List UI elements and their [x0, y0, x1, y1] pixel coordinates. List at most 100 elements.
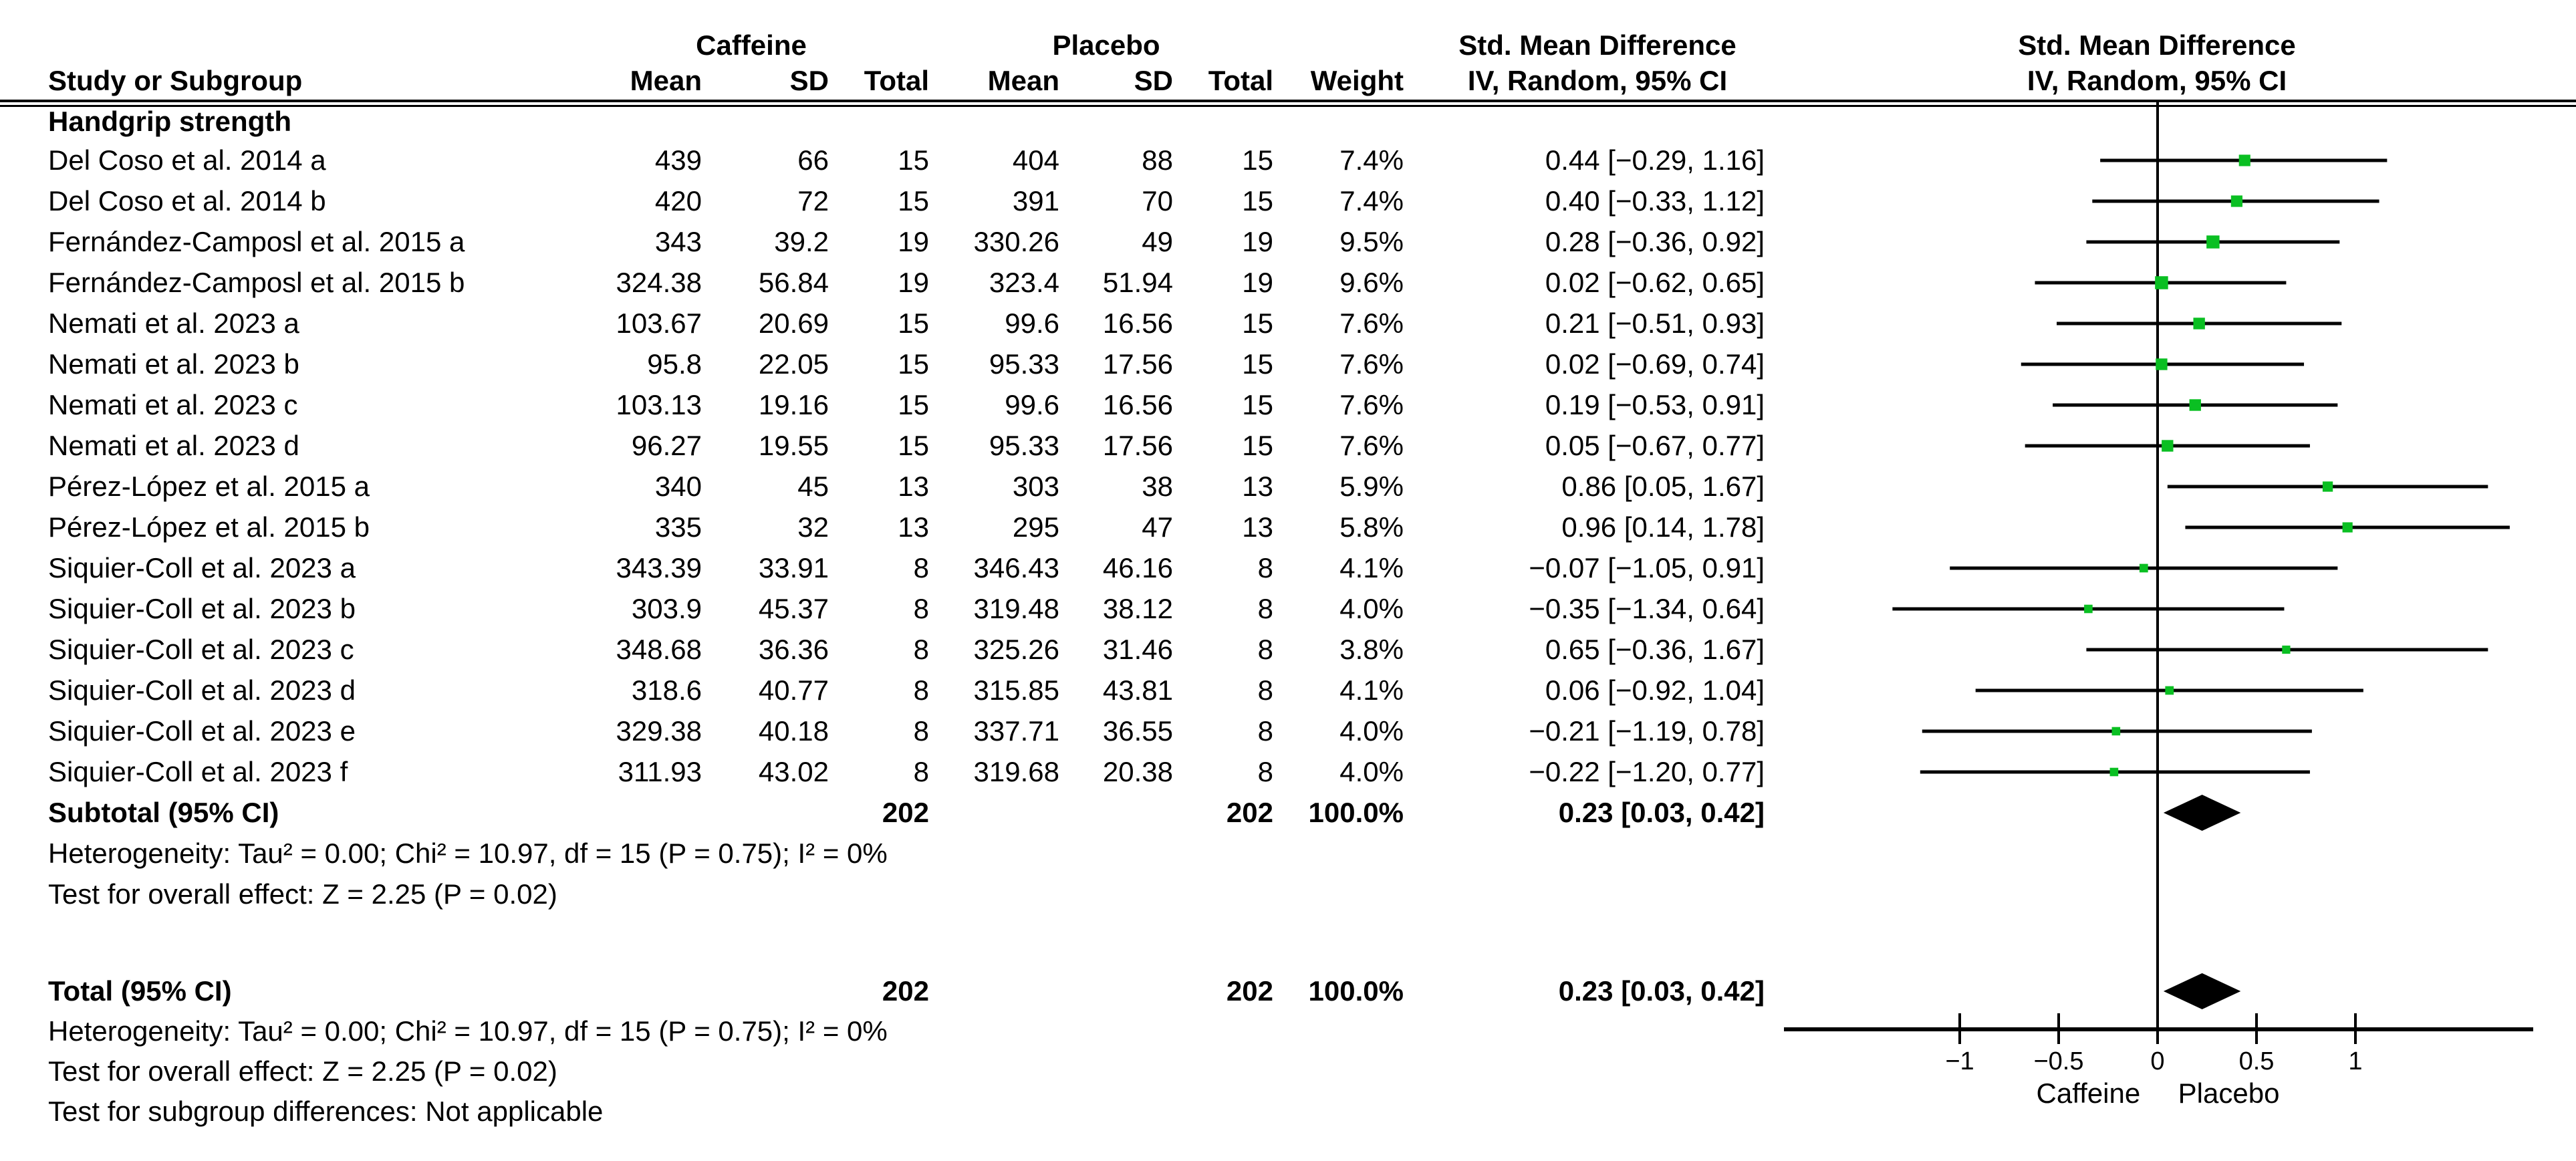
subgroup-heading: Handgrip strength [48, 106, 291, 137]
cell-weight: 9.6% [1339, 267, 1404, 298]
cell-c_mean: 95.8 [647, 348, 702, 380]
study-name: Pérez-López et al. 2015 a [48, 471, 370, 502]
cell-c_n: 15 [898, 389, 929, 420]
cell-c_n: 8 [913, 715, 929, 747]
effect-square [2193, 317, 2205, 330]
cell-c_mean: 343 [654, 226, 702, 257]
cell-weight: 7.6% [1339, 307, 1404, 339]
cell-p_n: 15 [1242, 185, 1273, 217]
cell-ci_text: −0.22 [−1.20, 0.77] [1529, 756, 1765, 787]
effect-square [2282, 645, 2291, 654]
study-name: Nemati et al. 2023 d [48, 430, 299, 461]
cell-c_n: 8 [913, 674, 929, 706]
effect-square [2342, 522, 2353, 533]
subtotal-ci: 0.23 [0.03, 0.42] [1558, 797, 1765, 828]
cell-ci_text: −0.07 [−1.05, 0.91] [1529, 552, 1765, 584]
placebo-sd-header: SD [1134, 65, 1173, 96]
study-name: Fernández-Camposl et al. 2015 a [48, 226, 465, 257]
cell-c_sd: 45.37 [758, 593, 829, 624]
cell-c_sd: 32 [797, 511, 829, 543]
cell-p_n: 19 [1242, 267, 1273, 298]
cell-p_sd: 43.81 [1102, 674, 1173, 706]
study-column-header: Study or Subgroup [48, 65, 303, 96]
cell-p_mean: 337.71 [973, 715, 1059, 747]
effect-square [2162, 440, 2174, 452]
cell-p_sd: 38 [1142, 471, 1173, 502]
cell-c_sd: 45 [797, 471, 829, 502]
cell-weight: 7.6% [1339, 348, 1404, 380]
cell-p_sd: 51.94 [1102, 267, 1173, 298]
cell-c_mean: 103.13 [616, 389, 702, 420]
total-weight: 100.0% [1308, 975, 1404, 1007]
cell-c_mean: 103.67 [616, 307, 702, 339]
cell-p_n: 8 [1257, 552, 1273, 584]
cell-c_n: 8 [913, 552, 929, 584]
cell-p_mean: 325.26 [973, 634, 1059, 665]
effect-square [2084, 604, 2093, 614]
cell-c_n: 8 [913, 634, 929, 665]
study-name: Siquier-Coll et al. 2023 a [48, 552, 356, 584]
cell-c_n: 8 [913, 593, 929, 624]
axis-tick-label: 0.5 [2239, 1047, 2275, 1075]
study-row: Fernández-Camposl et al. 2015 b 324.38 56.… [0, 262, 1765, 303]
cell-p_sd: 38.12 [1102, 593, 1173, 624]
cell-p_mean: 99.6 [1005, 307, 1059, 339]
cell-weight: 4.1% [1339, 674, 1404, 706]
cell-p_mean: 319.48 [973, 593, 1059, 624]
axis-tick-label: 0 [2150, 1047, 2164, 1075]
cell-p_n: 19 [1242, 226, 1273, 257]
subtotal-placebo-total: 202 [1226, 797, 1273, 828]
cell-p_n: 8 [1257, 756, 1273, 787]
placebo-mean-header: Mean [987, 65, 1059, 96]
study-name: Del Coso et al. 2014 a [48, 144, 326, 176]
cell-p_sd: 20.38 [1102, 756, 1173, 787]
total-heterogeneity-line: Heterogeneity: Tau² = 0.00; Chi² = 10.97… [48, 1015, 888, 1047]
cell-weight: 4.0% [1339, 593, 1404, 624]
caffeine-group-header: Caffeine [696, 29, 807, 61]
study-name: Fernández-Camposl et al. 2015 b [48, 267, 465, 298]
cell-c_n: 13 [898, 511, 929, 543]
cell-c_mean: 420 [654, 185, 702, 217]
cell-c_n: 15 [898, 307, 929, 339]
effect-column-header: Std. Mean Difference [1458, 29, 1736, 61]
cell-c_sd: 72 [797, 185, 829, 217]
cell-c_mean: 439 [654, 144, 702, 176]
cell-ci_text: 0.28 [−0.36, 0.92] [1545, 226, 1765, 257]
cell-p_sd: 17.56 [1102, 348, 1173, 380]
study-row: Siquier-Coll et al. 2023 a 343.39 33.91 8 34… [0, 547, 1765, 589]
placebo-total-header: Total [1208, 65, 1273, 96]
subgroup-heterogeneity-line: Heterogeneity: Tau² = 0.00; Chi² = 10.97… [48, 837, 888, 869]
effect-square [2111, 727, 2121, 736]
total-placebo-total: 202 [1226, 975, 1273, 1007]
subtotal-label: Subtotal (95% CI) [48, 797, 279, 828]
cell-c_sd: 39.2 [774, 226, 829, 257]
cell-ci_text: 0.96 [0.14, 1.78] [1561, 511, 1765, 543]
weight-column-header: Weight [1310, 65, 1404, 96]
total-diamond [2163, 973, 2241, 1009]
caffeine-mean-header: Mean [630, 65, 702, 96]
effect-square [2139, 563, 2148, 573]
effect-square [2156, 358, 2168, 370]
method-column-header: IV, Random, 95% CI [1467, 65, 1728, 96]
cell-weight: 5.9% [1339, 471, 1404, 502]
total-label: Total (95% CI) [48, 975, 232, 1007]
study-name: Siquier-Coll et al. 2023 b [48, 593, 356, 624]
study-row: Nemati et al. 2023 d 96.27 19.55 15 95.33 17.… [0, 425, 1765, 467]
plot-method-header: IV, Random, 95% CI [2027, 65, 2287, 96]
subtotal-diamond [2163, 795, 2241, 831]
cell-c_sd: 56.84 [758, 267, 829, 298]
cell-p_n: 8 [1257, 674, 1273, 706]
cell-c_sd: 36.36 [758, 634, 829, 665]
cell-c_mean: 329.38 [616, 715, 702, 747]
cell-c_mean: 324.38 [616, 267, 702, 298]
cell-p_sd: 17.56 [1102, 430, 1173, 461]
effect-square [2322, 481, 2333, 492]
cell-ci_text: 0.86 [0.05, 1.67] [1561, 471, 1765, 502]
effect-square [2206, 235, 2220, 249]
study-name: Siquier-Coll et al. 2023 f [48, 756, 348, 787]
cell-p_n: 15 [1242, 307, 1273, 339]
cell-p_mean: 315.85 [973, 674, 1059, 706]
cell-c_n: 19 [898, 226, 929, 257]
study-name: Siquier-Coll et al. 2023 e [48, 715, 356, 747]
